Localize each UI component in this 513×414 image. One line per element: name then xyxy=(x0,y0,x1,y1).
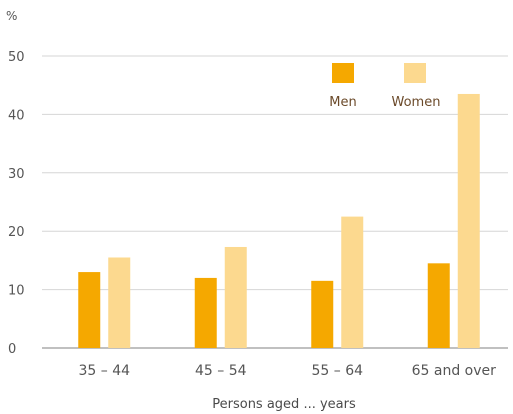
bars xyxy=(78,93,480,349)
legend-label-men: Men xyxy=(329,95,356,110)
bar-men-3 xyxy=(427,263,450,348)
x-tick-label: 55 – 64 xyxy=(311,363,363,379)
legend-label-women: Women xyxy=(392,95,441,110)
bar-women-2 xyxy=(341,216,364,348)
x-tick-label: 45 – 54 xyxy=(195,363,247,379)
y-unit-label: % xyxy=(6,9,17,23)
legend-swatch-women xyxy=(404,63,426,83)
y-tick-label: 0 xyxy=(8,342,16,357)
y-tick-label: 50 xyxy=(8,50,25,65)
bar-women-3 xyxy=(457,93,480,349)
x-axis-title: Persons aged ... years xyxy=(212,397,356,412)
bar-women-1 xyxy=(224,246,247,348)
x-tick-label: 35 – 44 xyxy=(78,363,130,379)
y-axis: % 0 10 20 30 40 50 xyxy=(6,9,25,357)
legend-swatch-men xyxy=(332,63,354,83)
y-tick-label: 40 xyxy=(8,108,25,123)
legend: Men Women xyxy=(329,63,440,110)
x-axis: 35 – 44 45 – 54 55 – 64 65 and over xyxy=(78,363,496,379)
bar-men-2 xyxy=(311,280,334,348)
y-tick-label: 20 xyxy=(8,225,25,240)
x-tick-label: 65 and over xyxy=(412,363,497,379)
y-tick-label: 30 xyxy=(8,167,25,182)
bar-men-0 xyxy=(78,272,101,348)
y-tick-label: 10 xyxy=(8,284,25,299)
bar-women-0 xyxy=(108,257,131,348)
bar-men-1 xyxy=(194,277,217,348)
